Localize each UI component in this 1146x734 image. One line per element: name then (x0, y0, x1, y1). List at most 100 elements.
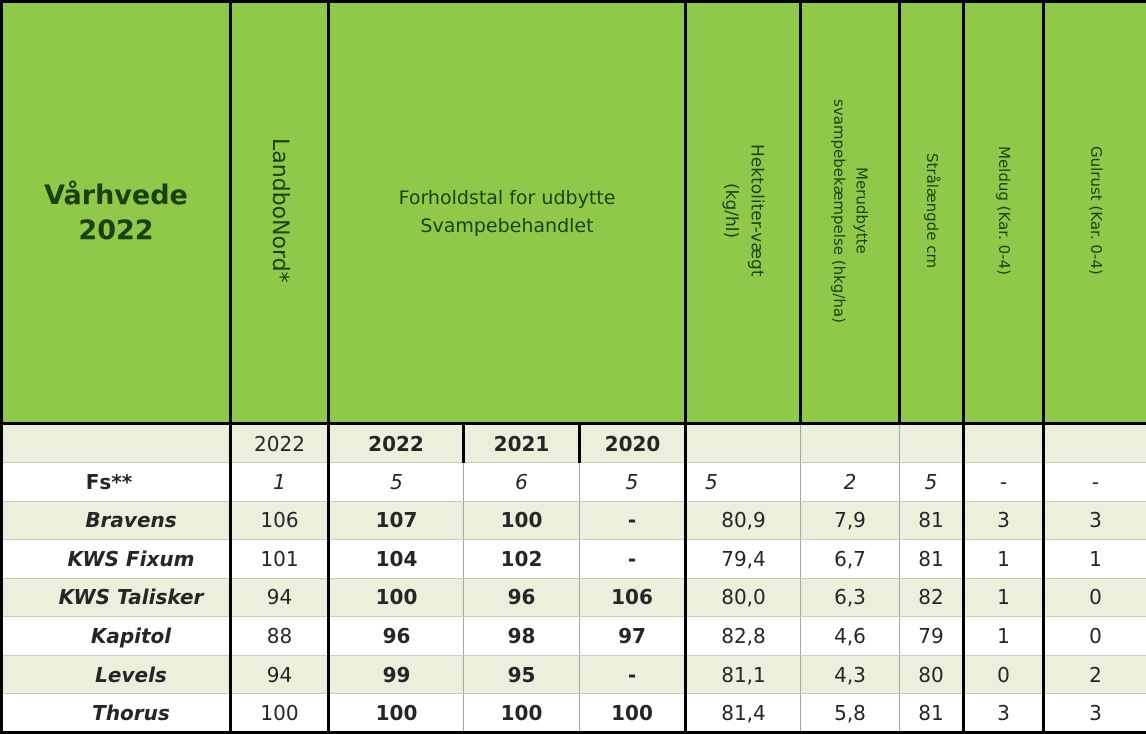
col-header-gulrust: Gulrust (Kar. 0-4) (1043, 1, 1146, 426)
year-landbonord: 2022 (230, 423, 330, 463)
cell-landbonord: 94 (230, 578, 330, 618)
cell-hektoliter: 80,9 (685, 501, 801, 541)
fs-hektoliter: 5 (685, 462, 801, 502)
fs-row: Fs** 1 5 6 5 5 2 5 - - (1, 462, 1146, 502)
cell-hektoliter: 79,4 (685, 539, 801, 579)
cell-2022: 107 (328, 501, 464, 541)
col-header-landbonord-label: LandboNord* (267, 138, 292, 283)
fs-label: Fs** (1, 462, 232, 502)
fs-meldug: - (963, 462, 1045, 502)
cell-2020: 97 (579, 616, 687, 656)
cell-meldug: 3 (963, 693, 1045, 733)
cell-hektoliter: 80,0 (685, 578, 801, 618)
years-row-empty-cell (685, 423, 801, 463)
cell-meldug: 3 (963, 501, 1045, 541)
cell-gulrust: 0 (1043, 616, 1146, 656)
table-row: Levels 94 99 95 - 81,1 4,3 80 0 2 (1, 655, 1146, 695)
col-header-merudbytte-label: Merudbytte svampebekæmpelse (hkg/ha) (830, 98, 871, 323)
cell-2021: 95 (463, 655, 580, 695)
cell-landbonord: 94 (230, 655, 330, 695)
cell-2021: 100 (463, 501, 580, 541)
cell-2022: 96 (328, 616, 464, 656)
cell-straalaengde: 80 (899, 655, 965, 695)
cell-landbonord: 88 (230, 616, 330, 656)
variety-name: Thorus (1, 693, 232, 733)
col-header-forholdstal: Forholdstal for udbytte Svampebehandlet (328, 1, 687, 426)
year-2022: 2022 (328, 423, 465, 463)
fs-merudbytte: 2 (800, 462, 900, 502)
cell-merudbytte: 4,6 (800, 616, 900, 656)
cell-2021: 98 (463, 616, 580, 656)
table-row: KWS Talisker 94 100 96 106 80,0 6,3 82 1… (1, 578, 1146, 618)
cell-2022: 100 (328, 578, 464, 618)
cell-straalaengde: 81 (899, 539, 965, 579)
col-header-meldug-label: Meldug (Kar. 0-4) (994, 146, 1013, 276)
cell-straalaengde: 79 (899, 616, 965, 656)
fs-landbonord: 1 (230, 462, 330, 502)
col-header-merudbytte: Merudbytte svampebekæmpelse (hkg/ha) (800, 1, 901, 426)
year-2021: 2021 (463, 423, 581, 463)
col-header-straalaengde: Strålængde cm (899, 1, 965, 426)
variety-name: KWS Talisker (1, 578, 232, 618)
cell-merudbytte: 7,9 (800, 501, 900, 541)
cell-gulrust: 3 (1043, 501, 1146, 541)
cell-landbonord: 101 (230, 539, 330, 579)
header-row: Vårhvede 2022 LandboNord* Forholdstal fo… (1, 1, 1146, 426)
years-row-spacer (1, 423, 232, 463)
col-header-meldug: Meldug (Kar. 0-4) (963, 1, 1045, 426)
cell-2021: 96 (463, 578, 580, 618)
variety-name: Kapitol (1, 616, 232, 656)
cell-2021: 100 (463, 693, 580, 733)
cell-2020: - (579, 539, 687, 579)
fs-straalaengde: 5 (899, 462, 965, 502)
year-2020: 2020 (579, 423, 687, 463)
table-row: KWS Fixum 101 104 102 - 79,4 6,7 81 1 1 (1, 539, 1146, 579)
variety-name: Bravens (1, 501, 232, 541)
cell-merudbytte: 4,3 (800, 655, 900, 695)
col-header-gulrust-label: Gulrust (Kar. 0-4) (1086, 146, 1105, 276)
cell-meldug: 1 (963, 539, 1045, 579)
table-row: Bravens 106 107 100 - 80,9 7,9 81 3 3 (1, 501, 1146, 541)
fs-2020: 5 (579, 462, 687, 502)
cell-merudbytte: 5,8 (800, 693, 900, 733)
cell-meldug: 0 (963, 655, 1045, 695)
cell-2020: 106 (579, 578, 687, 618)
fs-2022: 5 (328, 462, 464, 502)
cell-2020: - (579, 655, 687, 695)
table-row: Kapitol 88 96 98 97 82,8 4,6 79 1 0 (1, 616, 1146, 656)
page-title: Vårhvede 2022 (1, 1, 232, 426)
col-header-hektolitervaegt-label: Hektoliter-vægt (kg/hl) (721, 144, 767, 277)
col-header-straalaengde-label: Strålængde cm (922, 153, 941, 269)
cell-gulrust: 0 (1043, 578, 1146, 618)
cell-landbonord: 100 (230, 693, 330, 733)
cell-2022: 104 (328, 539, 464, 579)
cell-straalaengde: 81 (899, 501, 965, 541)
cell-straalaengde: 81 (899, 693, 965, 733)
cell-2022: 100 (328, 693, 464, 733)
cell-merudbytte: 6,7 (800, 539, 900, 579)
variety-name: KWS Fixum (1, 539, 232, 579)
fs-gulrust: - (1043, 462, 1146, 502)
cell-hektoliter: 82,8 (685, 616, 801, 656)
years-row-empty-cell (800, 423, 900, 463)
cell-straalaengde: 82 (899, 578, 965, 618)
cell-2022: 99 (328, 655, 464, 695)
cell-2021: 102 (463, 539, 580, 579)
cell-hektoliter: 81,4 (685, 693, 801, 733)
years-row-empty-cell (963, 423, 1045, 463)
cell-gulrust: 1 (1043, 539, 1146, 579)
cell-gulrust: 3 (1043, 693, 1146, 733)
col-header-hektolitervaegt: Hektoliter-vægt (kg/hl) (685, 1, 802, 426)
years-row-empty-cell (1043, 423, 1146, 463)
cell-meldug: 1 (963, 616, 1045, 656)
cell-meldug: 1 (963, 578, 1045, 618)
cell-hektoliter: 81,1 (685, 655, 801, 695)
years-row: 2022 2022 2021 2020 (1, 423, 1146, 463)
cell-landbonord: 106 (230, 501, 330, 541)
cell-gulrust: 2 (1043, 655, 1146, 695)
col-header-landbonord: LandboNord* (230, 1, 330, 426)
cell-2020: 100 (579, 693, 687, 733)
years-row-empty-cell (899, 423, 965, 463)
table-row: Thorus 100 100 100 100 81,4 5,8 81 3 3 (1, 693, 1146, 733)
